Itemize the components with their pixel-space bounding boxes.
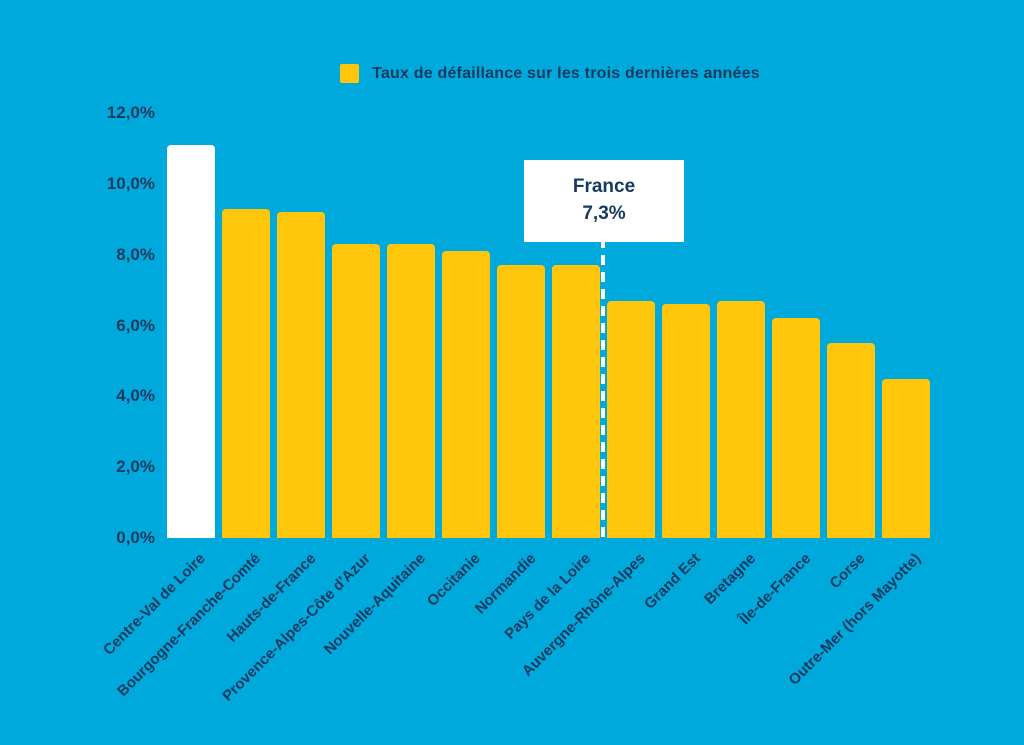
x-label-grand-est: Grand Est <box>641 550 705 613</box>
x-axis-labels: Centre-Val de Loire Bourgogne-Franche-Com… <box>100 550 930 745</box>
y-tick-2-0: 2,0% <box>116 457 155 476</box>
france-average-callout: France 7,3% <box>524 160 684 242</box>
legend-label: Taux de défaillance sur les trois derniè… <box>372 64 760 82</box>
x-label-bretagne: Bretagne <box>701 550 760 609</box>
bar-nouvelle-aquitaine <box>387 244 435 538</box>
bars-container <box>167 113 930 538</box>
x-label-corse: Corse <box>826 550 870 593</box>
legend: Taux de défaillance sur les trois derniè… <box>38 64 1024 83</box>
x-label-nouvelle-aquitaine: Nouvelle-Aquitaine <box>320 550 430 659</box>
bar-auvergne-rhone-alpes <box>607 301 655 538</box>
bar-hauts-de-france <box>277 212 325 538</box>
bar-centre-val-de-loire <box>167 145 215 538</box>
y-tick-0-0: 0,0% <box>116 528 155 547</box>
bar-ile-de-france <box>772 318 820 538</box>
bar-normandie <box>497 265 545 538</box>
bar-grand-est <box>662 304 710 538</box>
bar-occitanie <box>442 251 490 538</box>
y-tick-12-0: 12,0% <box>106 103 155 122</box>
france-callout-title: France <box>572 176 636 198</box>
bar-bourgogne-franche-comte <box>222 209 270 538</box>
bar-pays-de-la-loire <box>552 265 600 538</box>
bar-outre-mer-hors-mayotte <box>882 379 930 538</box>
x-label-centre-val-de-loire: Centre-Val de Loire <box>100 550 210 659</box>
france-callout-value: 7,3% <box>582 203 626 224</box>
y-tick-4-0: 4,0% <box>116 386 155 405</box>
bar-corse <box>827 343 875 538</box>
legend-swatch <box>340 64 360 83</box>
y-tick-6-0: 6,0% <box>116 316 155 335</box>
bar-bretagne <box>717 301 765 538</box>
y-tick-10-0: 10,0% <box>106 174 155 193</box>
bar-provence-alpes-cote-d-azur <box>332 244 380 538</box>
y-tick-8-0: 8,0% <box>116 245 155 264</box>
france-average-line <box>601 238 605 538</box>
